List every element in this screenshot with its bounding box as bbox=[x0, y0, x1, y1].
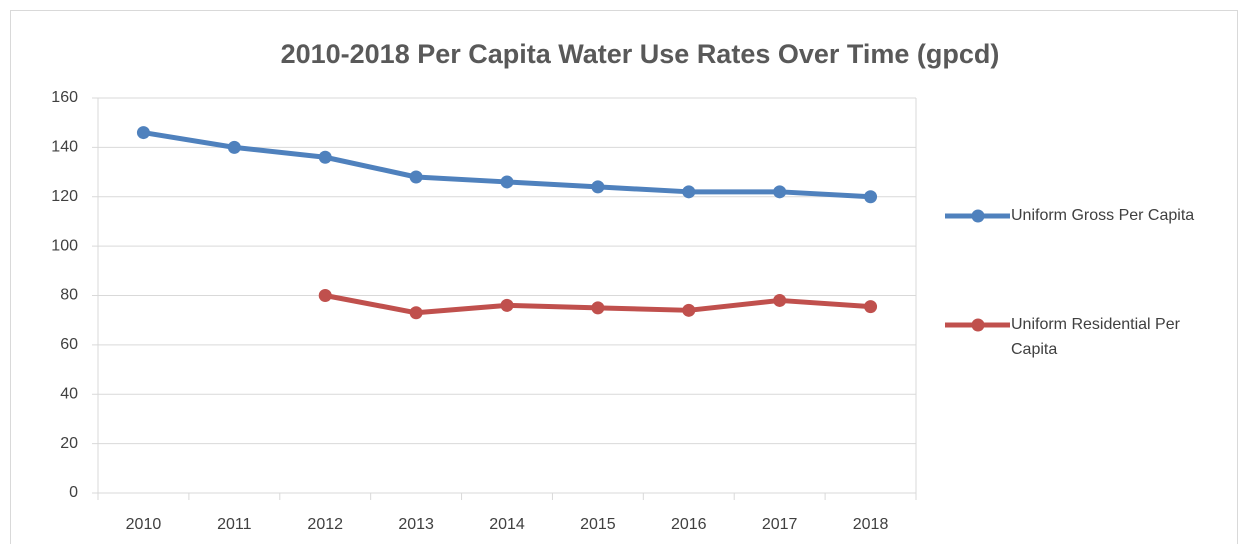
data-point bbox=[409, 170, 423, 184]
x-tick-label: 2010 bbox=[126, 516, 162, 533]
legend-label: Uniform Gross Per Capita bbox=[1011, 207, 1195, 224]
y-tick-label: 80 bbox=[60, 287, 78, 304]
data-point bbox=[227, 140, 241, 154]
data-point bbox=[591, 301, 605, 315]
x-tick-label: 2017 bbox=[762, 516, 798, 533]
y-tick-label: 20 bbox=[60, 435, 78, 452]
x-tick-label: 2016 bbox=[671, 516, 707, 533]
data-point bbox=[136, 126, 150, 140]
data-point bbox=[864, 190, 878, 204]
data-point bbox=[773, 185, 787, 199]
legend-swatch-marker bbox=[971, 318, 985, 332]
legend-label: Uniform Residential Per Capita bbox=[1011, 316, 1180, 358]
y-tick-label: 60 bbox=[60, 336, 78, 353]
data-point bbox=[773, 293, 787, 307]
data-point bbox=[864, 300, 878, 314]
y-tick-label: 40 bbox=[60, 385, 78, 402]
data-point bbox=[318, 150, 332, 164]
x-tick-label: 2015 bbox=[580, 516, 616, 533]
data-point bbox=[500, 298, 514, 312]
y-tick-label: 140 bbox=[51, 139, 78, 156]
data-point bbox=[409, 306, 423, 320]
data-point bbox=[682, 185, 696, 199]
x-tick-label: 2013 bbox=[398, 516, 434, 533]
y-tick-label: 0 bbox=[69, 484, 78, 501]
y-tick-label: 120 bbox=[51, 188, 78, 205]
data-point bbox=[591, 180, 605, 194]
data-point bbox=[682, 303, 696, 317]
data-point bbox=[318, 289, 332, 302]
chart-frame bbox=[10, 10, 1238, 549]
y-tick-label: 100 bbox=[51, 237, 78, 254]
x-tick-label: 2018 bbox=[853, 516, 889, 533]
x-tick-label: 2012 bbox=[307, 516, 343, 533]
y-tick-label: 160 bbox=[51, 89, 78, 106]
x-tick-label: 2011 bbox=[217, 516, 252, 533]
data-point bbox=[500, 175, 514, 189]
legend-swatch-marker bbox=[971, 209, 985, 223]
chart-title: 2010-2018 Per Capita Water Use Rates Ove… bbox=[281, 39, 1000, 69]
x-tick-label: 2014 bbox=[489, 516, 525, 533]
